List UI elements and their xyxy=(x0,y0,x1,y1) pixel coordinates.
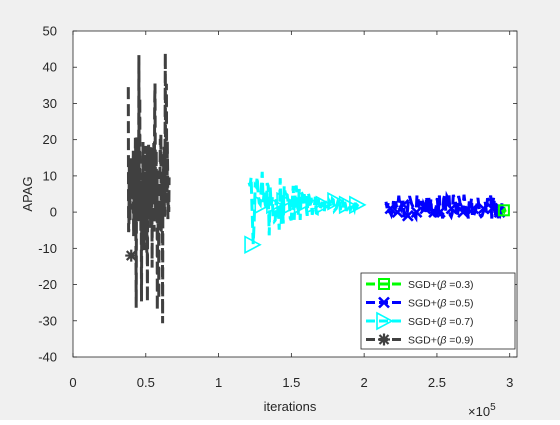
x-tick-label: 2 xyxy=(361,375,368,390)
axes-layer: 0 0.5 1 1.5 2 2.5 3 -40 -30 -20 -10 0 10 20 30 40 50 xyxy=(38,24,517,390)
x-tick-label: 2.5 xyxy=(428,375,446,390)
legend-marker xyxy=(378,296,390,309)
legend-entry-1: SGD+(β =0.3) xyxy=(366,278,474,291)
y-tick-label: 50 xyxy=(43,24,57,39)
series-3-marker xyxy=(254,195,272,215)
legend-marker xyxy=(378,278,390,290)
series-2-marker xyxy=(401,209,414,222)
y-tick-label: 30 xyxy=(43,96,57,111)
legend-label: SGD+(β =0.7) xyxy=(408,316,474,328)
legend-marker xyxy=(376,311,394,331)
series-2-marker xyxy=(433,206,446,219)
series-1-marker xyxy=(497,204,510,217)
series-3-marker xyxy=(349,195,367,215)
legend-label: SGD+(β =0.3) xyxy=(408,279,474,291)
series-2-line xyxy=(384,190,504,223)
series-2-marker xyxy=(410,206,423,219)
series-2-marker xyxy=(477,202,490,215)
data-layer xyxy=(125,52,510,324)
series-2-marker xyxy=(419,202,432,215)
series-3 xyxy=(244,171,367,255)
series-3-marker xyxy=(283,195,302,215)
x-exponent-label: ×105 xyxy=(468,402,496,419)
series-2-marker xyxy=(397,198,410,211)
series-3-marker xyxy=(327,191,345,211)
series-3-marker xyxy=(244,235,262,255)
series-3-marker xyxy=(305,195,323,215)
y-axis-label: APAG xyxy=(20,176,35,211)
x-axis-label: iterations xyxy=(264,399,317,414)
series-4 xyxy=(125,52,171,324)
legend-marker xyxy=(378,333,390,346)
legend-label: SGD+(β =0.9) xyxy=(408,335,474,347)
plot-border xyxy=(72,30,518,358)
series-2-marker xyxy=(486,202,499,215)
x-tick-label: 1.5 xyxy=(282,375,300,390)
legend-entry-3: SGD+(β =0.7) xyxy=(366,311,474,331)
legend-entry-2: SGD+(β =0.5) xyxy=(366,296,474,310)
y-tick-label: 40 xyxy=(43,60,57,75)
y-tick-label: -20 xyxy=(38,277,57,292)
legend-label: SGD+(β =0.5) xyxy=(408,298,474,310)
x-tick-label: 0.5 xyxy=(137,375,155,390)
y-tick-label: 20 xyxy=(43,132,57,147)
y-tick-label: -40 xyxy=(38,350,57,365)
series-1-line xyxy=(500,206,507,215)
series-3-marker xyxy=(266,195,284,215)
y-tick-label: -30 xyxy=(38,313,57,328)
legend: SGD+(β =0.3) SGD+(β =0.5) SGD+(β =0.7) SGD+… xyxy=(360,272,516,350)
x-exponent-power: 5 xyxy=(490,402,496,413)
series-1 xyxy=(497,204,510,217)
series-2-marker xyxy=(384,202,397,215)
y-tick-label: 0 xyxy=(50,205,57,220)
series-2-marker xyxy=(445,202,458,215)
series-3-marker xyxy=(293,195,312,215)
x-tick-label: 0 xyxy=(69,375,76,390)
series-4-marker xyxy=(125,249,138,262)
y-tick-label: 10 xyxy=(43,168,57,183)
series-3-marker xyxy=(338,195,357,215)
y-tick-label: -10 xyxy=(38,241,57,256)
series-4-line xyxy=(126,52,171,324)
series-3-marker xyxy=(315,195,334,215)
series-2-marker xyxy=(457,206,470,219)
x-exponent-base: ×10 xyxy=(468,404,490,419)
x-tick-label: 3 xyxy=(506,375,513,390)
legend-entry-4: SGD+(β =0.9) xyxy=(366,333,474,347)
series-2-marker xyxy=(467,202,480,215)
x-tick-label: 1 xyxy=(215,375,222,390)
